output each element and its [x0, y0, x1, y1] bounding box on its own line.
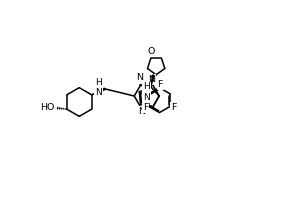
Text: F: F — [143, 103, 148, 112]
Text: N: N — [148, 75, 155, 84]
Text: HO: HO — [40, 103, 54, 113]
Text: N: N — [138, 107, 145, 116]
Text: F: F — [157, 80, 163, 89]
Text: O: O — [148, 47, 155, 56]
Polygon shape — [151, 75, 154, 87]
Text: H
N: H N — [143, 82, 150, 102]
Text: H
N: H N — [95, 78, 102, 98]
Polygon shape — [92, 88, 105, 95]
Text: F: F — [171, 103, 176, 112]
Text: N: N — [136, 110, 143, 119]
Text: N: N — [136, 73, 143, 82]
